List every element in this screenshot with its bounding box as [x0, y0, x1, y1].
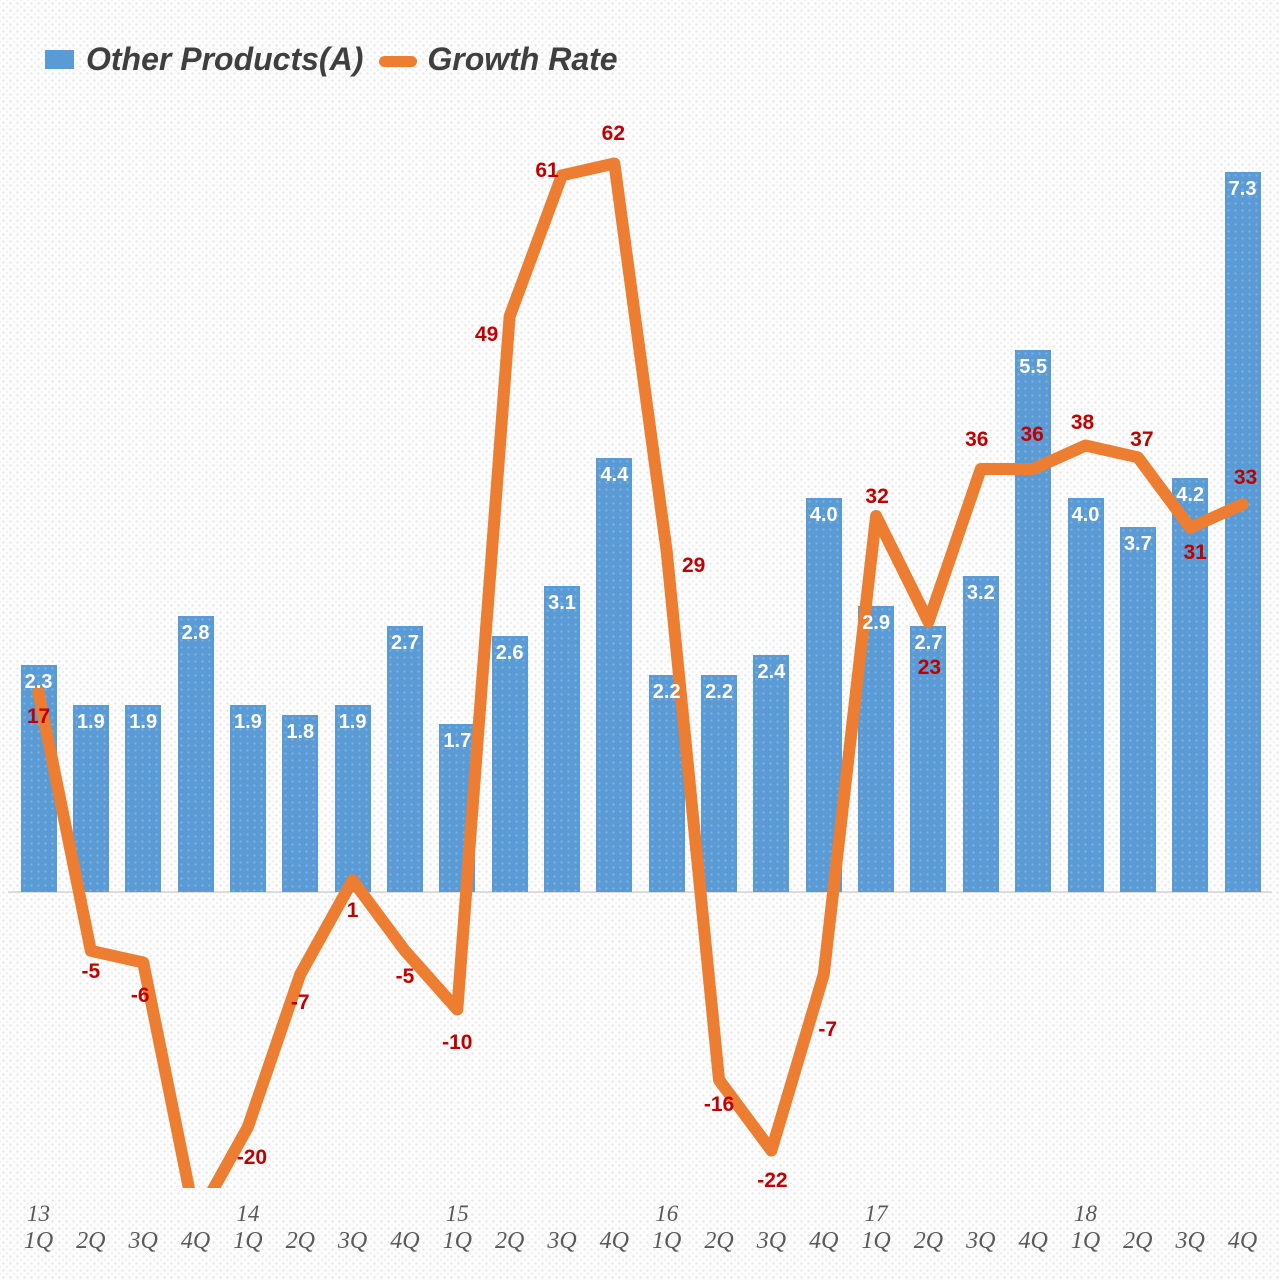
- x-axis-quarter-label: 4Q: [599, 1228, 630, 1254]
- growth-rate-value-label: 33: [1233, 466, 1258, 490]
- bar-value-label: 2.2: [705, 681, 733, 704]
- x-axis-quarter-label: 1Q: [1070, 1228, 1101, 1254]
- bar-value-label: 2.3: [24, 671, 53, 694]
- growth-rate-value-label: 23: [917, 655, 942, 679]
- growth-rate-value-label: 29: [682, 554, 706, 578]
- x-axis-quarter-label: 1Q: [23, 1228, 54, 1254]
- bar-value-label: 3.2: [966, 582, 995, 605]
- bar-value-label: 2.7: [391, 631, 419, 654]
- growth-rate-value-label: 32: [865, 485, 889, 508]
- x-axis-quarter-label: 4Q: [1018, 1228, 1048, 1254]
- growth-rate-value-label: -16: [703, 1093, 735, 1116]
- bar-value-label: 1.9: [76, 710, 105, 733]
- x-axis-quarter-label: 3Q: [966, 1228, 996, 1254]
- bar-value-label: 2.9: [862, 612, 890, 635]
- growth-rate-value-label: -22: [757, 1168, 788, 1192]
- bar-value-label: 1.9: [233, 710, 262, 733]
- growth-rate-value-label: -6: [130, 983, 150, 1007]
- bar-value-label: 4.0: [809, 503, 838, 526]
- bar-value-label: 1.9: [129, 710, 158, 733]
- growth-rate-value-label: 17: [26, 705, 51, 729]
- x-axis-quarter-label: 1Q: [861, 1228, 891, 1254]
- bar-value-label: 1.9: [338, 710, 367, 733]
- x-axis-quarter-label: 2Q: [494, 1228, 525, 1254]
- x-axis-quarter-label: 1Q: [652, 1228, 682, 1254]
- x-axis-year-label: 14: [236, 1201, 260, 1226]
- bar-value-label: 3.7: [1123, 533, 1152, 556]
- growth-rate-value-label: -20: [236, 1146, 268, 1169]
- growth-rate-value-label: -10: [442, 1030, 473, 1054]
- bar-value-label: 1.8: [286, 720, 315, 743]
- bar-value-label: 2.6: [495, 641, 524, 664]
- bar-value-label: 4.4: [600, 464, 629, 487]
- growth-rate-value-label: 62: [601, 121, 626, 145]
- x-axis-quarter-label: 2Q: [913, 1228, 944, 1254]
- growth-rate-value-label: 61: [535, 159, 559, 183]
- x-axis-quarter-label: 2Q: [76, 1228, 106, 1254]
- x-axis-year-label: 17: [864, 1201, 888, 1226]
- x-axis-quarter-label: 3Q: [1175, 1228, 1205, 1254]
- x-axis-quarter-label: 3Q: [128, 1228, 158, 1254]
- bar-value-label: 7.3: [1228, 178, 1257, 201]
- growth-rate-value-label: 37: [1130, 428, 1154, 452]
- legend-line-swatch-icon: [379, 55, 418, 67]
- growth-rate-value-label: -7: [818, 1018, 838, 1042]
- bar-value-label: 2.2: [652, 681, 681, 704]
- x-axis-quarter-label: 2Q: [1123, 1228, 1153, 1254]
- x-axis-quarter-label: 1Q: [442, 1228, 472, 1254]
- growth-rate-value-label: -5: [81, 959, 101, 983]
- x-axis-quarter-label: 3Q: [547, 1228, 577, 1254]
- x-axis-quarter-label: 4Q: [809, 1228, 839, 1254]
- growth-rate-value-label: -5: [395, 964, 415, 988]
- growth-rate-value-label: 31: [1183, 540, 1207, 564]
- x-axis-quarter-label: 4Q: [180, 1228, 211, 1254]
- x-axis-quarter-label: 4Q: [390, 1228, 420, 1254]
- growth-rate-value-label: 38: [1070, 410, 1095, 434]
- growth-rate-value-label: 1: [346, 899, 359, 923]
- bar-value-label: 5.5: [1019, 355, 1048, 378]
- bar-value-label: 4.0: [1071, 503, 1100, 526]
- bar-value-label: 2.4: [757, 661, 786, 684]
- bar-value-label: 2.8: [181, 621, 210, 644]
- legend-line-series-label: Growth Rate: [427, 41, 618, 77]
- growth-rate-value-label: 36: [1020, 423, 1044, 446]
- legend-bar-swatch-icon: [45, 50, 74, 69]
- legend: Other Products(A) Growth Rate: [45, 41, 618, 78]
- x-axis-year-label: 18: [1074, 1201, 1097, 1226]
- x-axis-quarter-label: 4Q: [1227, 1228, 1258, 1254]
- legend-bar-series-label: Other Products(A): [86, 41, 364, 77]
- growth-rate-value-label: -7: [290, 991, 310, 1015]
- bar-value-label: 2.7: [914, 631, 943, 654]
- bar-value-label: 4.2: [1176, 483, 1205, 506]
- x-axis-year-label: 16: [655, 1201, 679, 1226]
- bar-value-label: 1.7: [443, 730, 472, 753]
- x-axis-quarter-label: 2Q: [285, 1228, 315, 1254]
- growth-rate-value-label: 49: [474, 323, 499, 347]
- bar-value-label: 3.1: [548, 592, 576, 615]
- growth-rate-value-label: 36: [965, 428, 989, 451]
- x-axis-year-label: 13: [27, 1201, 50, 1226]
- x-axis-year-label: 15: [445, 1201, 469, 1226]
- x-axis-quarter-label: 3Q: [756, 1228, 787, 1254]
- x-axis-quarter-label: 2Q: [704, 1228, 734, 1254]
- x-axis-quarter-label: 1Q: [233, 1228, 263, 1254]
- x-axis-quarter-label: 3Q: [337, 1228, 368, 1254]
